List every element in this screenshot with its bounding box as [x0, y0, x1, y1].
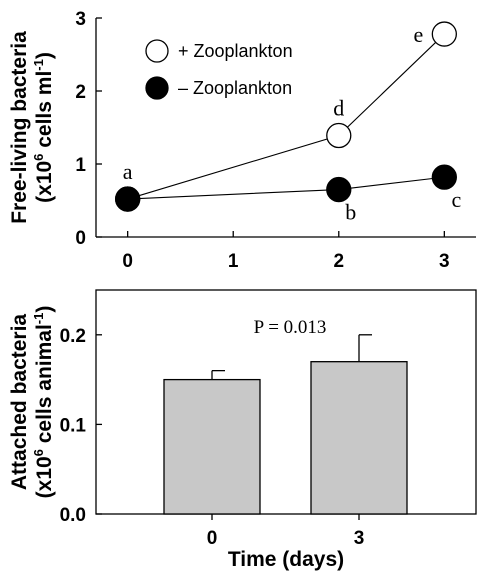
series-line-2 [127, 176, 445, 200]
y-tick-label: 3 [75, 9, 86, 30]
point-label: c [451, 187, 461, 212]
legend-marker [145, 39, 169, 63]
free-living-bacteria-chart: Free-living bacteria (x106 cells ml-1) 0 1 2… [8, 9, 476, 272]
legend-label: + Zooplankton [178, 41, 293, 61]
attached-bacteria-chart: Attached bacteria (x106 cells animal-1)0.… [8, 289, 477, 571]
legend: + Zooplankton – Zooplankton [145, 39, 293, 100]
point-label: e [413, 22, 423, 47]
x-tick-label: 0 [122, 251, 133, 272]
x-tick-label: 0 [207, 528, 218, 549]
y-axis-title: Attached bacteria (x106 cells animal-1) [8, 306, 56, 499]
x-tick-label: 1 [228, 251, 239, 272]
plot-frame [95, 289, 477, 515]
y-tick-label: 0.2 [60, 326, 86, 347]
y-tick-label: 0.0 [60, 505, 86, 526]
p-value-annotation: P = 0.013 [254, 317, 327, 338]
y-axis-title: Free-living bacteria (x106 cells ml-1) [8, 31, 56, 224]
data-point [431, 21, 457, 47]
point-label: d [333, 96, 344, 121]
legend-label: – Zooplankton [178, 78, 292, 98]
data-point [326, 176, 352, 203]
y-axis-title-line1: Free-living bacteria [8, 31, 31, 224]
point-label: a [123, 159, 133, 184]
point-label: b [345, 200, 356, 225]
y-tick-label: 1 [75, 155, 86, 176]
y-tick-label: 0 [75, 228, 86, 249]
y-axis-title-line2: (x106 cells animal-1) [31, 306, 56, 499]
data-point [115, 186, 141, 212]
x-tick-label: 2 [333, 251, 344, 272]
x-tick-label: 3 [439, 251, 450, 272]
data-point [431, 164, 457, 190]
y-tick-label: 0.1 [60, 415, 87, 436]
data-point [326, 122, 352, 149]
bar-3 [310, 361, 408, 515]
y-tick-label: 2 [75, 82, 86, 103]
x-axis-title: Time (days) [228, 548, 344, 571]
y-axis-title-line1: Attached bacteria [8, 314, 31, 491]
y-axis-title-line2: (x106 cells ml-1) [31, 52, 56, 203]
x-tick-label: 3 [354, 528, 365, 549]
bar-0 [163, 378, 261, 515]
legend-marker [145, 76, 169, 100]
